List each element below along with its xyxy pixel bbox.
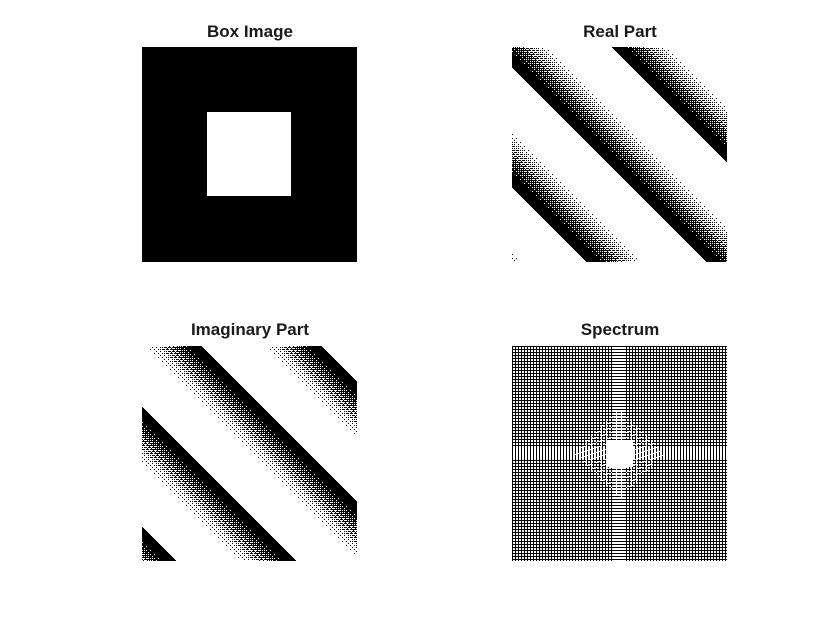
real-part-panel [512, 47, 727, 262]
box-image [142, 47, 357, 262]
spectrum-title: Spectrum [580, 320, 660, 339]
spectrum-panel [512, 346, 727, 561]
real-part-image [512, 47, 727, 262]
real-part-title: Real Part [583, 22, 657, 41]
box-image-title: Box Image [207, 22, 293, 41]
imaginary-part-title: Imaginary Part [190, 320, 310, 339]
box-image-panel [142, 47, 357, 262]
spectrum-image [512, 346, 727, 561]
imaginary-part-panel [142, 346, 357, 561]
imaginary-part-image [142, 346, 357, 561]
